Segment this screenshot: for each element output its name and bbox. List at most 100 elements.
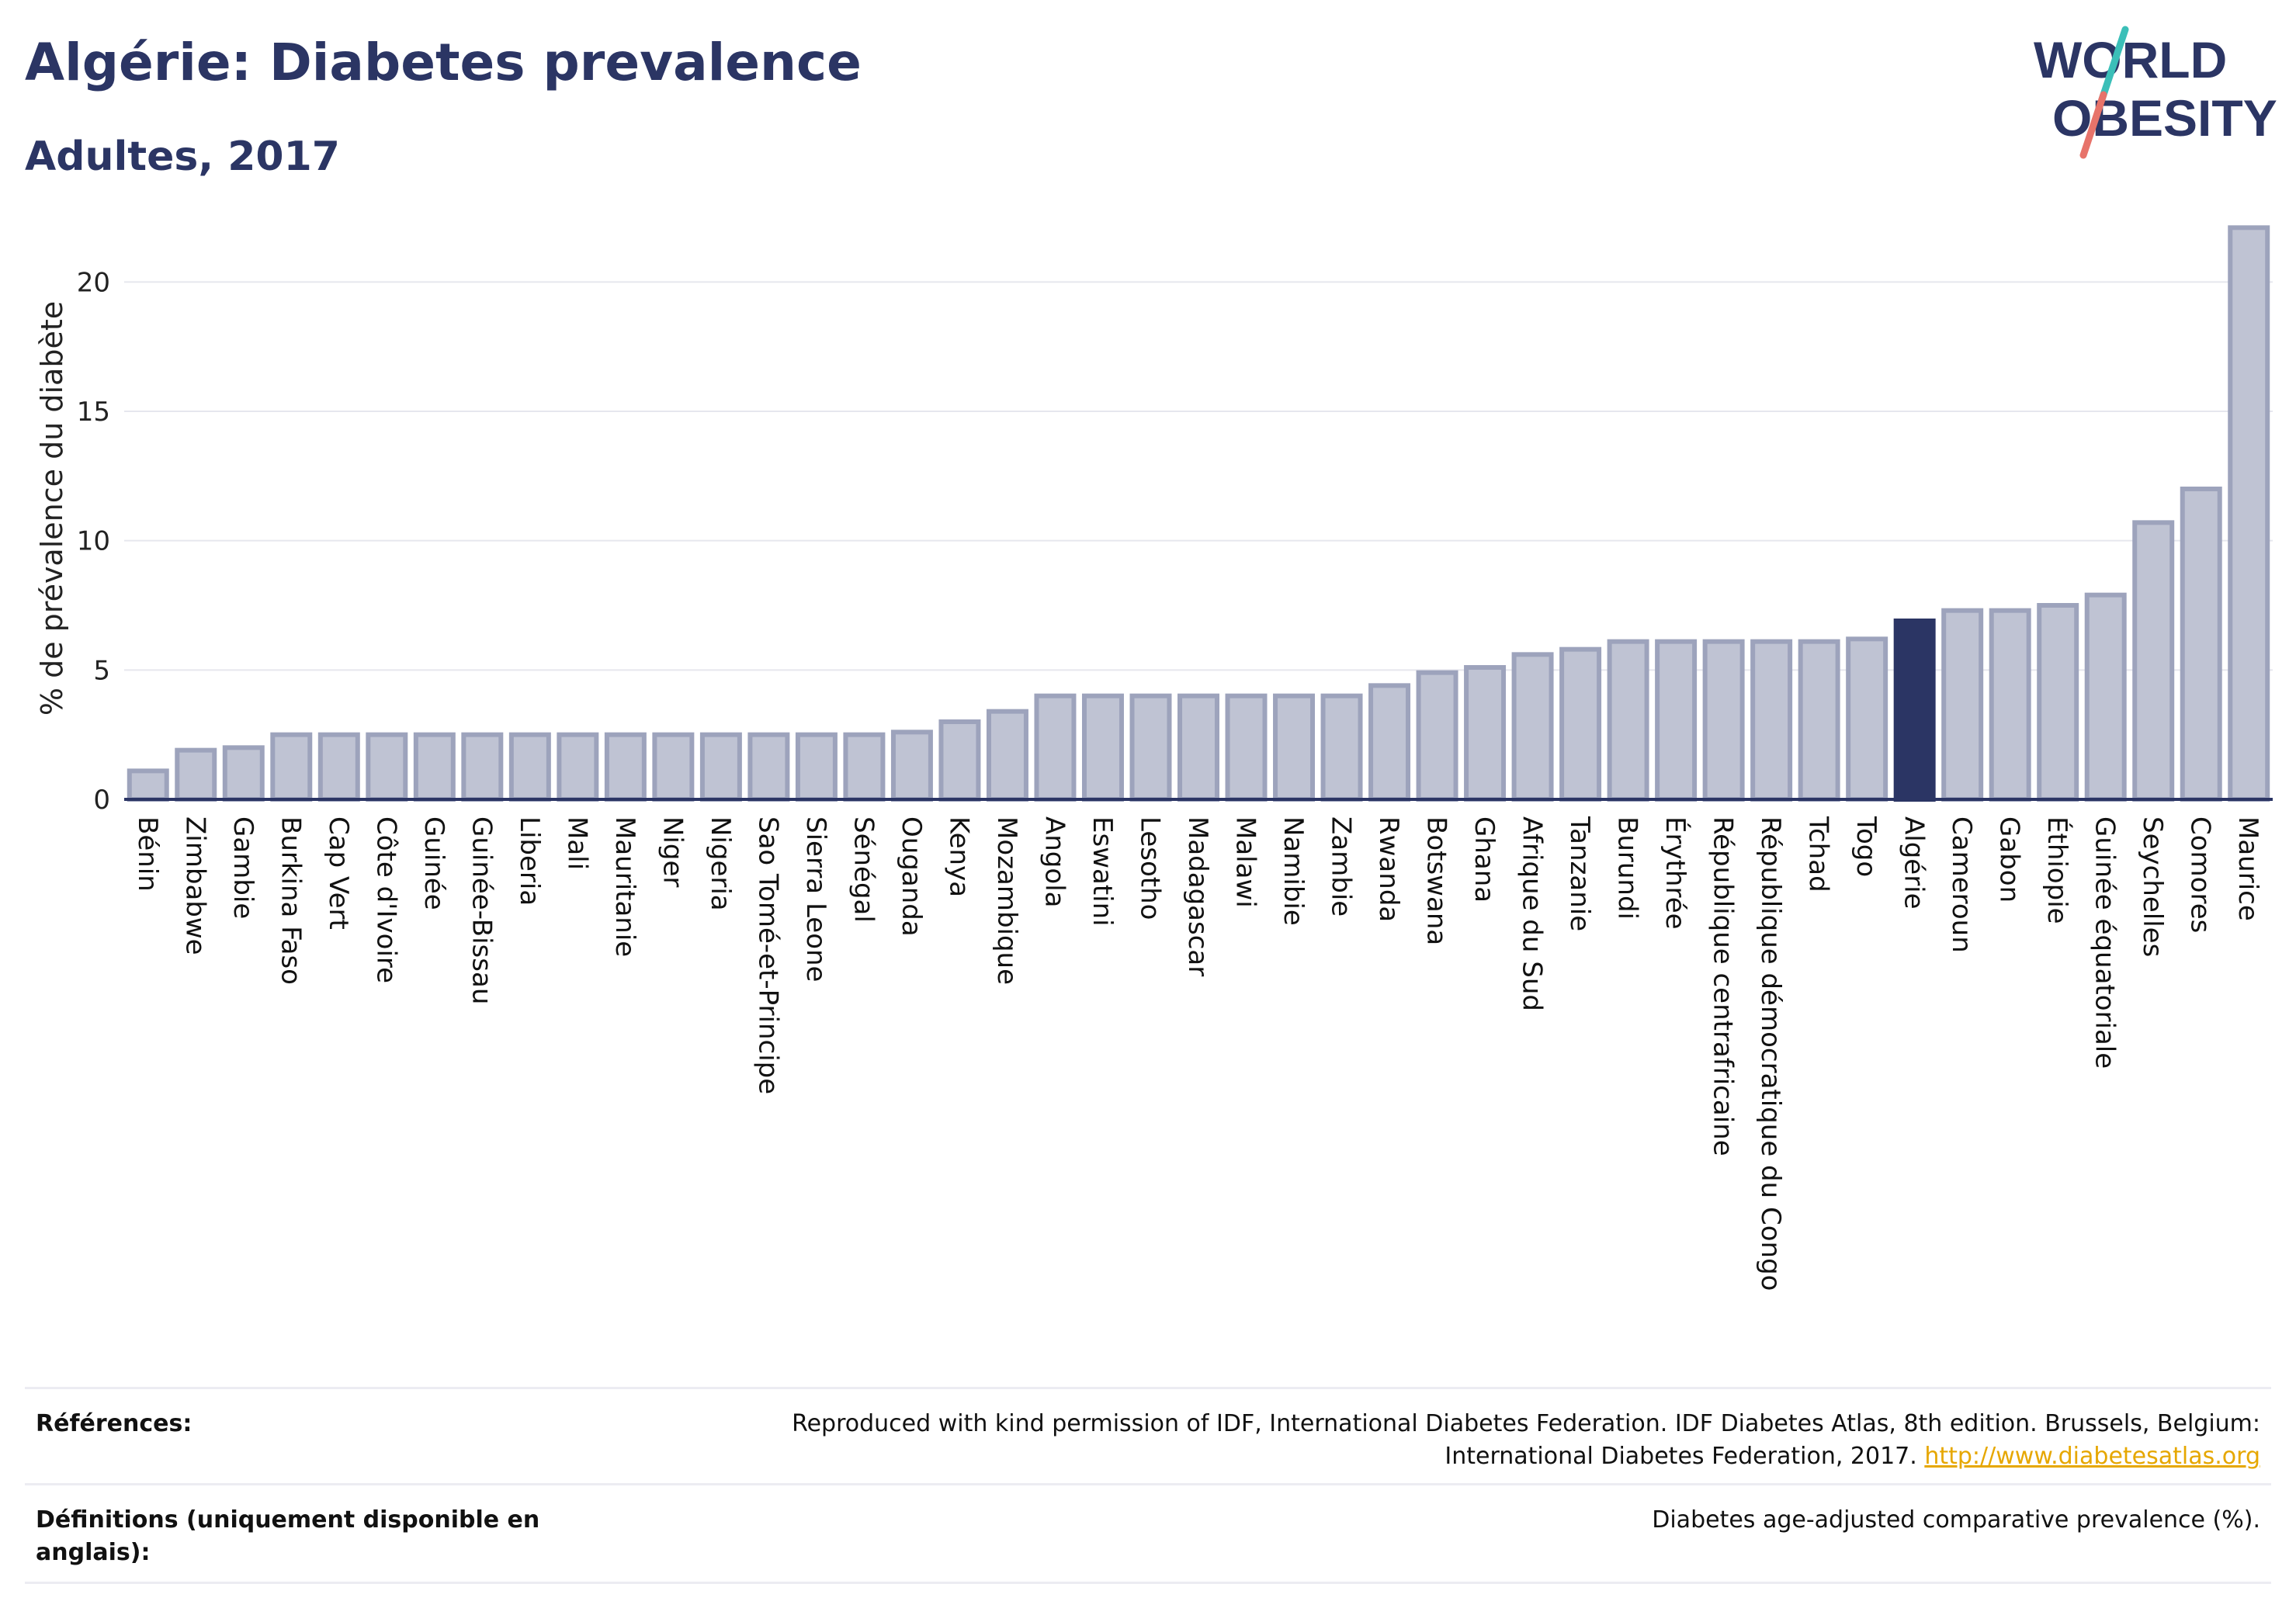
x-tick-label: Gabon xyxy=(1994,816,2025,903)
bar-highlight xyxy=(1893,619,1936,802)
x-tick-label: Côte d'Ivoire xyxy=(370,816,401,983)
bar xyxy=(175,747,217,802)
x-tick-label: Mozambique xyxy=(991,816,1022,985)
definitions-text: Diabetes age-adjusted comparative preval… xyxy=(1652,1506,2260,1534)
bar xyxy=(652,732,695,802)
bar xyxy=(986,709,1028,802)
bar xyxy=(1034,693,1077,802)
x-tick-label: Madagascar xyxy=(1182,816,1213,976)
x-tick-label: Malawi xyxy=(1230,816,1261,908)
definitions-label: Définitions (uniquement disponible en an… xyxy=(36,1506,540,1566)
bar xyxy=(843,732,886,802)
bar xyxy=(366,732,408,802)
bar xyxy=(795,732,838,802)
world-obesity-logo: WORLD OBESITY xyxy=(2034,26,2277,159)
bar xyxy=(1655,639,1698,802)
y-tick-label: 5 xyxy=(93,655,110,686)
bar xyxy=(1081,693,1124,802)
bar xyxy=(2180,487,2222,802)
x-tick-label: Sénégal xyxy=(848,816,879,923)
x-tick-label: Botswana xyxy=(1421,816,1452,945)
x-tick-label: Comores xyxy=(2185,816,2216,933)
bar xyxy=(317,732,360,802)
x-tick-label: Éthiopie xyxy=(2041,816,2073,924)
bar xyxy=(461,732,504,802)
references-citation: Reproduced with kind permission of IDF, … xyxy=(792,1410,2260,1470)
bar-chart: 0 5 10 15 20 % de prévalence du diabète Bénin Z… xyxy=(35,225,2273,1291)
x-tick-label: Mauritanie xyxy=(609,816,640,957)
x-tick-label: Rwanda xyxy=(1373,816,1404,922)
logo-word-world: WORLD xyxy=(2034,31,2227,88)
x-tick-label: Liberia xyxy=(514,816,545,906)
x-tick-label: Ghana xyxy=(1469,816,1500,903)
x-tick-label: République centrafricaine xyxy=(1708,816,1739,1156)
bar xyxy=(270,732,313,802)
bar xyxy=(604,732,647,802)
references-link[interactable]: http://www.diabetesatlas.org xyxy=(1924,1443,2260,1470)
bar xyxy=(1750,639,1793,802)
y-tick-label: 20 xyxy=(77,267,110,298)
bar xyxy=(1607,639,1649,802)
x-tick-label: Mali xyxy=(561,816,592,870)
bar xyxy=(890,730,933,802)
bar xyxy=(1846,636,1888,802)
x-tick-label: Cameroun xyxy=(1946,816,1977,953)
bar xyxy=(2037,603,2079,802)
y-axis-title: % de prévalence du diabète xyxy=(35,301,69,716)
bar xyxy=(1702,639,1745,802)
x-tick-label: Afrique du Sud xyxy=(1517,816,1548,1011)
x-tick-label: Niger xyxy=(657,816,688,887)
x-tick-label: Zimbabwe xyxy=(179,816,210,955)
chart-title: Algérie: Diabetes prevalence xyxy=(25,33,862,92)
bar xyxy=(1559,646,1602,802)
references-row: Références: Reproduced with kind permiss… xyxy=(25,1387,2271,1485)
bar xyxy=(1320,693,1363,802)
bar xyxy=(2228,225,2270,802)
x-tick-label: Burkina Faso xyxy=(275,816,306,985)
x-tick-label: Ouganda xyxy=(896,816,927,937)
x-tick-label: Maurice xyxy=(2232,816,2263,921)
logo-slash-teal xyxy=(2098,26,2129,103)
x-tick-label: Sierra Leone xyxy=(800,816,831,982)
x-tick-label: Gambie xyxy=(227,816,258,919)
x-tick-label: République démocratique du Congo xyxy=(1755,816,1786,1291)
references-label: Références: xyxy=(36,1410,192,1437)
x-tick-label: Algérie xyxy=(1899,816,1930,910)
x-tick-label: Burundi xyxy=(1612,816,1643,920)
x-tick-label: Seychelles xyxy=(2137,816,2168,957)
bar xyxy=(413,732,456,802)
bar xyxy=(1129,693,1172,802)
x-tick-label: Guinée équatoriale xyxy=(2090,816,2121,1069)
bar xyxy=(2132,520,2175,802)
x-tick-label: Sao Tomé-et-Principe xyxy=(752,816,783,1094)
x-tick-label: Kenya xyxy=(943,816,974,897)
x-tick-label: Bénin xyxy=(132,816,163,892)
x-tick-label: Nigeria xyxy=(705,816,736,911)
y-tick-label: 10 xyxy=(77,526,110,557)
logo-slash-coral xyxy=(2079,91,2107,159)
x-tick-label: Lesotho xyxy=(1134,816,1165,920)
y-tick-label: 15 xyxy=(77,397,110,428)
bar xyxy=(1177,693,1219,802)
x-tick-label: Érythrée xyxy=(1660,816,1691,930)
references-text: Reproduced with kind permission of IDF, … xyxy=(708,1408,2260,1473)
bar xyxy=(1798,639,1840,802)
x-tick-label: Guinée-Bissau xyxy=(466,816,497,1004)
bar xyxy=(2084,592,2127,802)
bar xyxy=(1464,665,1507,802)
bar xyxy=(1941,608,1984,802)
bar xyxy=(1416,670,1458,802)
definitions-row: Définitions (uniquement disponible en an… xyxy=(25,1483,2271,1584)
x-tick-label: Zambie xyxy=(1326,816,1357,917)
bar xyxy=(699,732,742,802)
y-tick-label: 0 xyxy=(93,785,110,816)
bar xyxy=(1511,652,1554,802)
x-tick-label: Angola xyxy=(1039,816,1070,907)
x-tick-label: Eswatini xyxy=(1087,816,1118,927)
bar xyxy=(508,732,551,802)
bar xyxy=(747,732,790,802)
x-tick-label: Tanzanie xyxy=(1564,816,1595,931)
bar xyxy=(1989,608,2031,802)
x-tick-label: Cap Vert xyxy=(323,816,354,930)
bar xyxy=(938,719,981,802)
